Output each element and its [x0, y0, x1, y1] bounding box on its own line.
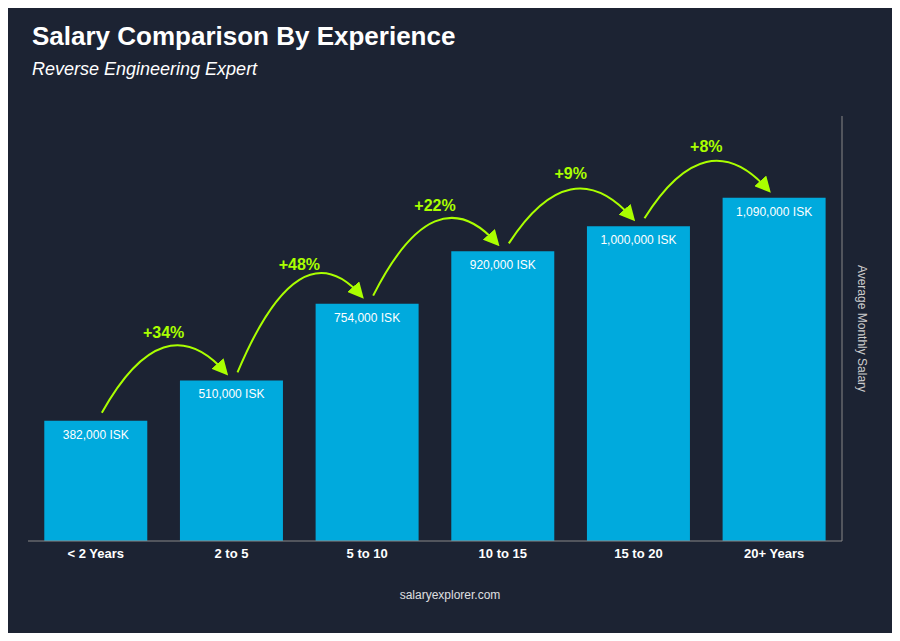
svg-text:Average Monthly Salary: Average Monthly Salary — [855, 265, 869, 392]
svg-text:2 to 5: 2 to 5 — [215, 546, 249, 561]
svg-text:20+ Years: 20+ Years — [744, 546, 804, 561]
svg-text:382,000 ISK: 382,000 ISK — [63, 428, 129, 442]
svg-text:+9%: +9% — [554, 165, 586, 182]
svg-text:5 to 10: 5 to 10 — [347, 546, 388, 561]
svg-text:+8%: +8% — [690, 138, 722, 155]
html-text:Reverse Engineering Expert: Reverse Engineering Expert — [32, 59, 258, 79]
svg-text:+34%: +34% — [143, 324, 184, 341]
svg-text:1,090,000 ISK: 1,090,000 ISK — [736, 205, 812, 219]
svg-text:510,000 ISK: 510,000 ISK — [198, 387, 264, 401]
svg-text:+48%: +48% — [279, 256, 320, 273]
html-text:salaryexplorer.com: salaryexplorer.com — [399, 588, 501, 602]
svg-text:920,000 ISK: 920,000 ISK — [470, 258, 536, 272]
svg-text:< 2 Years: < 2 Years — [68, 546, 125, 561]
svg-text:10 to 15: 10 to 15 — [479, 546, 527, 561]
svg-text:15 to 20: 15 to 20 — [614, 546, 662, 561]
svg-text:1,000,000 ISK: 1,000,000 ISK — [600, 233, 676, 247]
html-text:Salary Comparison By Experienc: Salary Comparison By Experience — [32, 21, 456, 51]
svg-text:+22%: +22% — [414, 197, 455, 214]
svg-text:754,000 ISK: 754,000 ISK — [334, 311, 400, 325]
